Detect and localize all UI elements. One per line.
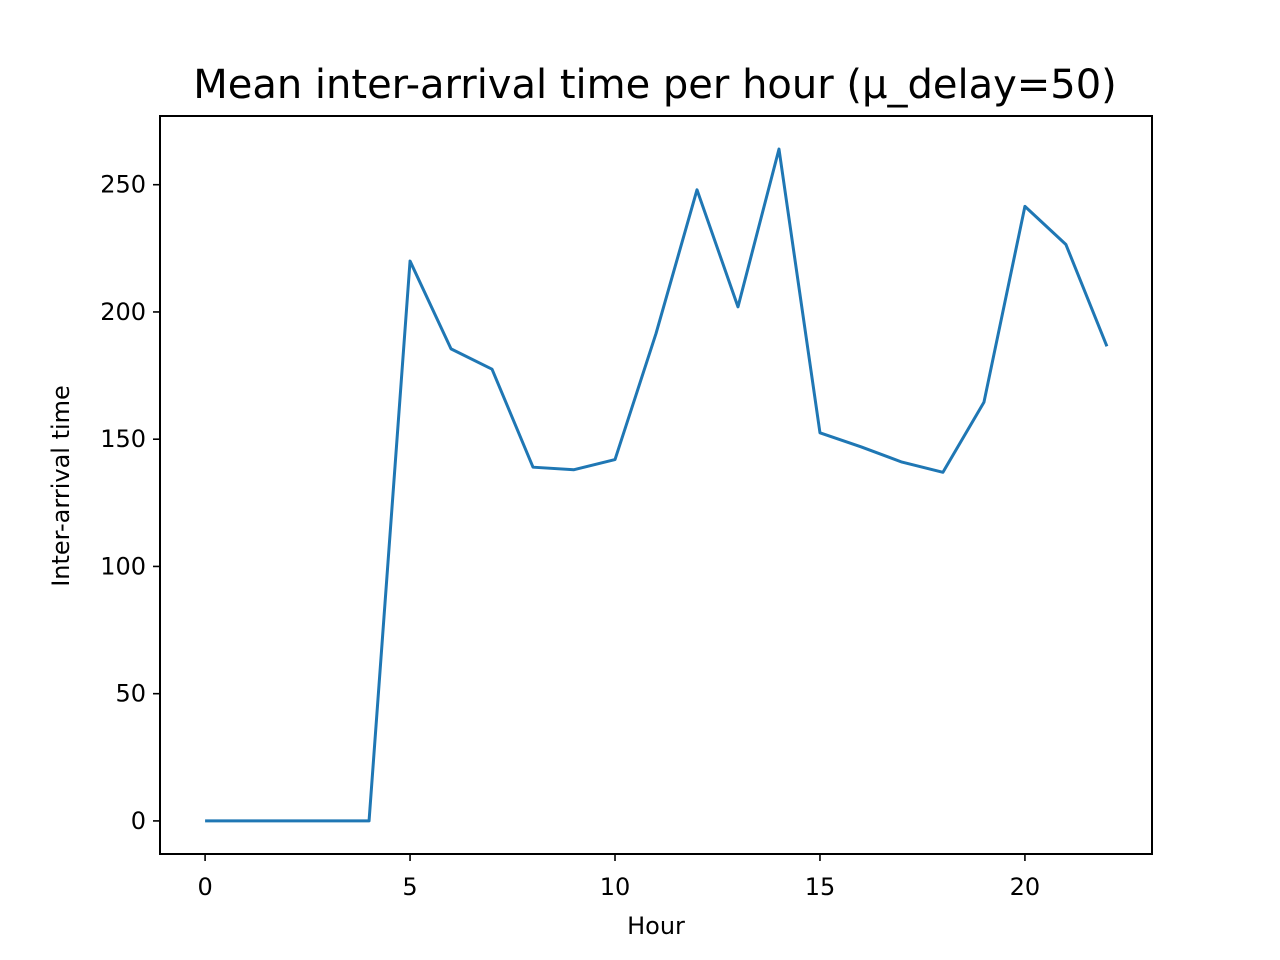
x-axis-label: Hour [627,912,685,940]
chart-title: Mean inter-arrival time per hour (μ_dela… [193,62,1117,108]
x-tick-label: 0 [197,873,212,901]
series-line [205,147,1109,823]
y-tick-label: 0 [131,807,146,835]
y-tick-label: 250 [100,171,146,199]
x-tick-label: 5 [402,873,417,901]
y-tick-label: 100 [100,552,146,580]
x-tick-label: 10 [600,873,631,901]
plot-area [205,147,1109,823]
plot-frame [159,115,1153,855]
x-tick-label: 20 [1010,873,1041,901]
y-axis-label: Inter-arrival time [47,385,75,587]
y-tick-label: 50 [115,680,146,708]
y-tick-label: 150 [100,425,146,453]
y-tick-label: 200 [100,298,146,326]
x-tick-label: 15 [805,873,836,901]
